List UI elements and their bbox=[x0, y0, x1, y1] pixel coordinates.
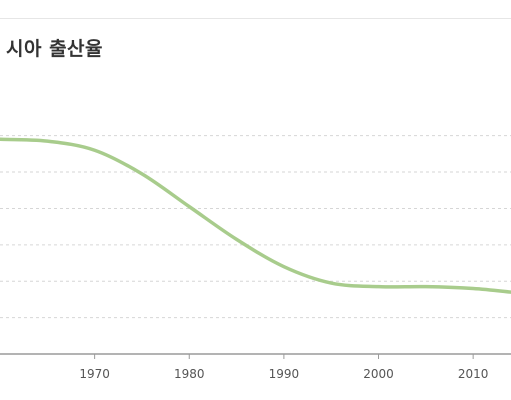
header-divider bbox=[0, 18, 511, 19]
x-tick-label: 2010 bbox=[458, 367, 489, 381]
x-tick-label: 2000 bbox=[363, 367, 394, 381]
x-tick-label: 1970 bbox=[79, 367, 110, 381]
series-layer bbox=[0, 137, 511, 294]
series-line bbox=[0, 137, 511, 294]
x-axis-ticks: 1970 1980 1990 2000 2010 bbox=[79, 354, 488, 381]
gridlines bbox=[0, 135, 511, 319]
x-tick-label: 1980 bbox=[174, 367, 205, 381]
x-tick-label: 1990 bbox=[269, 367, 300, 381]
chart-title: 시아 출산율 bbox=[6, 38, 104, 60]
